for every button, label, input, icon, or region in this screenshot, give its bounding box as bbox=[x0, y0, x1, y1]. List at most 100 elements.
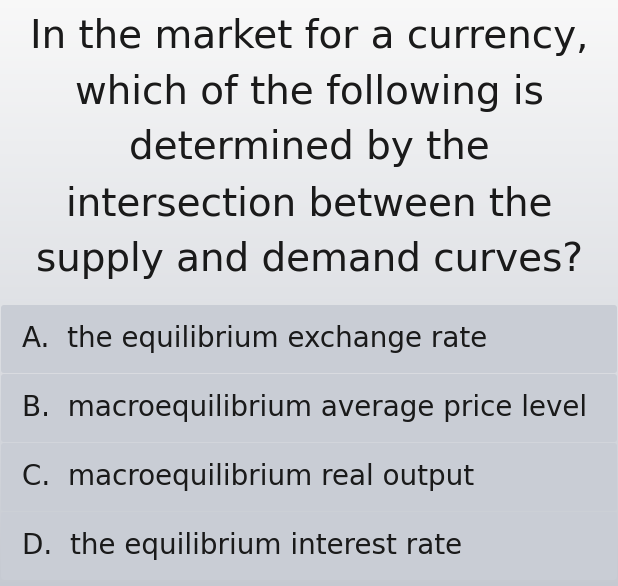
Bar bbox=[0, 10, 618, 12]
Bar bbox=[0, 488, 618, 490]
Bar bbox=[0, 330, 618, 332]
Bar bbox=[0, 416, 618, 418]
Bar bbox=[0, 453, 618, 455]
Bar bbox=[0, 260, 618, 262]
Bar bbox=[0, 447, 618, 449]
FancyBboxPatch shape bbox=[1, 512, 617, 580]
Bar bbox=[0, 164, 618, 166]
Bar bbox=[0, 481, 618, 482]
Bar bbox=[0, 233, 618, 234]
Bar bbox=[0, 328, 618, 330]
Bar bbox=[0, 353, 618, 356]
Bar bbox=[0, 321, 618, 322]
Bar bbox=[0, 280, 618, 281]
Bar bbox=[0, 557, 618, 558]
Bar bbox=[0, 424, 618, 426]
Bar bbox=[0, 69, 618, 70]
Bar bbox=[0, 268, 618, 270]
Bar bbox=[0, 121, 618, 123]
Bar bbox=[0, 426, 618, 428]
Bar bbox=[0, 285, 618, 287]
Bar bbox=[0, 219, 618, 221]
Bar bbox=[0, 529, 618, 532]
Bar bbox=[0, 381, 618, 383]
Bar bbox=[0, 151, 618, 152]
Bar bbox=[0, 195, 618, 197]
Bar bbox=[0, 408, 618, 410]
Bar bbox=[0, 43, 618, 45]
Bar bbox=[0, 471, 618, 473]
Bar bbox=[0, 316, 618, 318]
Bar bbox=[0, 72, 618, 74]
Bar bbox=[0, 33, 618, 35]
Bar bbox=[0, 506, 618, 508]
Bar bbox=[0, 271, 618, 274]
Bar bbox=[0, 189, 618, 192]
Bar bbox=[0, 465, 618, 467]
Bar bbox=[0, 209, 618, 211]
Bar bbox=[0, 221, 618, 223]
Bar bbox=[0, 334, 618, 336]
Bar bbox=[0, 336, 618, 338]
Bar bbox=[0, 299, 618, 301]
Bar bbox=[0, 379, 618, 381]
Bar bbox=[0, 422, 618, 424]
Bar bbox=[0, 53, 618, 54]
Bar bbox=[0, 6, 618, 8]
Bar bbox=[0, 369, 618, 371]
Bar bbox=[0, 365, 618, 367]
Bar bbox=[0, 352, 618, 353]
Bar bbox=[0, 78, 618, 80]
Bar bbox=[0, 508, 618, 510]
Text: determined by the: determined by the bbox=[129, 130, 489, 168]
Bar bbox=[0, 469, 618, 471]
Bar bbox=[0, 28, 618, 29]
Bar bbox=[0, 105, 618, 107]
Bar bbox=[0, 347, 618, 350]
Bar bbox=[0, 170, 618, 172]
Bar bbox=[0, 35, 618, 37]
Bar bbox=[0, 82, 618, 84]
Bar bbox=[0, 19, 618, 22]
Bar bbox=[0, 549, 618, 551]
Bar bbox=[0, 449, 618, 451]
Bar bbox=[0, 182, 618, 183]
Bar bbox=[0, 520, 618, 522]
Text: A.  the equilibrium exchange rate: A. the equilibrium exchange rate bbox=[22, 325, 487, 353]
Bar bbox=[0, 350, 618, 352]
Bar bbox=[0, 186, 618, 188]
Bar bbox=[0, 445, 618, 447]
Bar bbox=[0, 428, 618, 430]
Bar bbox=[0, 242, 618, 244]
Bar bbox=[0, 152, 618, 154]
Bar bbox=[0, 12, 618, 13]
Bar bbox=[0, 258, 618, 260]
Bar bbox=[0, 117, 618, 119]
Text: intersection between the: intersection between the bbox=[66, 185, 552, 223]
Bar bbox=[0, 60, 618, 63]
Bar bbox=[0, 2, 618, 4]
Bar bbox=[0, 553, 618, 555]
Bar bbox=[0, 400, 618, 403]
Bar bbox=[0, 338, 618, 340]
Bar bbox=[0, 180, 618, 182]
Bar bbox=[0, 385, 618, 387]
Bar bbox=[0, 514, 618, 516]
Bar bbox=[0, 398, 618, 400]
Bar bbox=[0, 203, 618, 205]
Bar bbox=[0, 403, 618, 404]
Bar bbox=[0, 236, 618, 239]
Bar bbox=[0, 283, 618, 285]
Bar bbox=[0, 66, 618, 69]
Bar bbox=[0, 54, 618, 57]
Bar bbox=[0, 414, 618, 416]
Bar bbox=[0, 31, 618, 33]
Bar bbox=[0, 18, 618, 19]
Bar bbox=[0, 254, 618, 256]
Bar bbox=[0, 504, 618, 506]
Bar bbox=[0, 315, 618, 316]
Bar bbox=[0, 289, 618, 291]
Bar bbox=[0, 131, 618, 133]
Bar bbox=[0, 101, 618, 104]
Bar bbox=[0, 59, 618, 60]
